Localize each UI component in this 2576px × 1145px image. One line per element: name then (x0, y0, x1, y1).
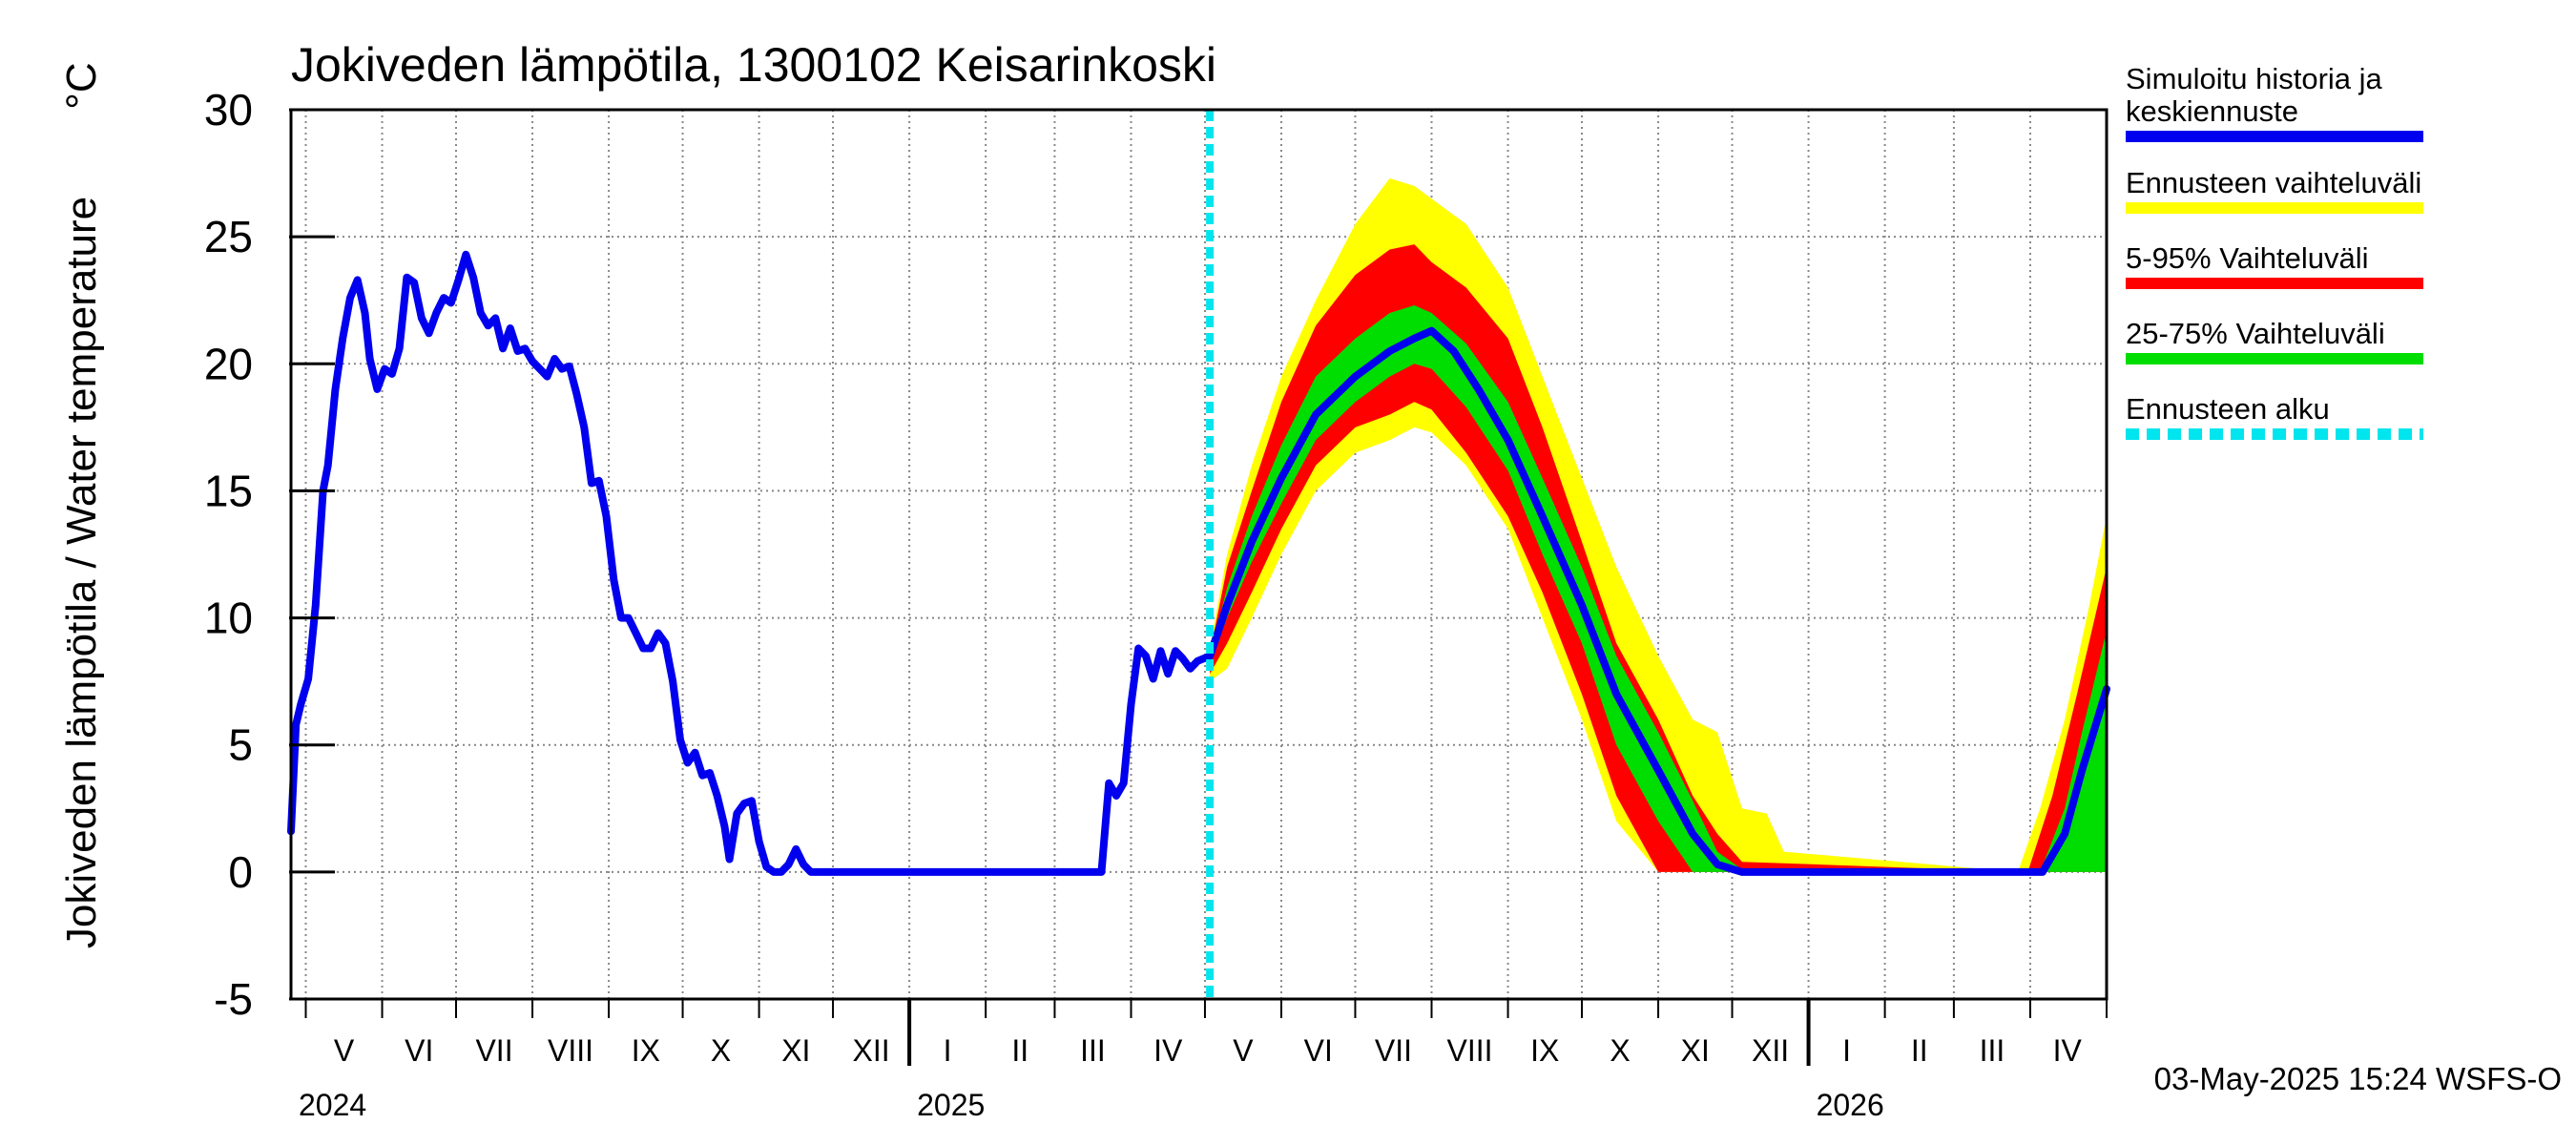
y-axis-label: Jokiveden lämpötila / Water temperature (58, 197, 105, 948)
y-tick-label: 5 (228, 720, 253, 770)
month-label: I (944, 1033, 952, 1068)
month-label: XII (1752, 1033, 1789, 1068)
plot-frame (289, 108, 2109, 1001)
y-tick-label: 0 (228, 847, 253, 897)
month-label: VIII (1447, 1033, 1493, 1068)
band-layer (1210, 177, 2107, 872)
y-tick-label: 25 (204, 212, 253, 261)
month-label: II (1911, 1033, 1928, 1068)
y-tick-label: -5 (214, 974, 253, 1024)
legend-label: 25-75% Vaihteluväli (2126, 317, 2385, 350)
month-label: III (1080, 1033, 1106, 1068)
series-line-history (287, 250, 2110, 876)
year-label: 2026 (1817, 1088, 1884, 1122)
month-label: VI (1304, 1033, 1333, 1068)
band-p5_95 (1210, 244, 2107, 872)
legend-label: keskiennuste (2126, 94, 2298, 128)
month-label: III (1980, 1033, 2005, 1068)
month-label: X (711, 1033, 731, 1068)
series-layer (287, 110, 2110, 999)
chart-title: Jokiveden lämpötila, 1300102 Keisarinkos… (291, 38, 1216, 92)
month-label: VI (405, 1033, 433, 1068)
legend-label: Ennusteen alku (2126, 392, 2330, 426)
month-label: IV (2053, 1033, 2083, 1068)
month-label: I (1842, 1033, 1851, 1068)
month-label: VIII (548, 1033, 593, 1068)
month-label: IV (1153, 1033, 1183, 1068)
month-label: IX (632, 1033, 660, 1068)
y-tick-label: 15 (204, 466, 253, 515)
month-label: II (1011, 1033, 1028, 1068)
month-label: VII (1375, 1033, 1412, 1068)
month-label: VII (475, 1033, 512, 1068)
y-tick-label: 30 (204, 85, 253, 135)
month-label: V (1233, 1033, 1254, 1068)
month-label: V (334, 1033, 355, 1068)
footer-timestamp: 03-May-2025 15:24 WSFS-O (2154, 1061, 2562, 1096)
y-axis-unit: °C (58, 62, 105, 109)
legend-label: Ennusteen vaihteluväli (2126, 166, 2421, 199)
year-label: 2025 (917, 1088, 985, 1122)
month-label: XI (781, 1033, 810, 1068)
y-tick-label: 20 (204, 339, 253, 388)
month-label: X (1610, 1033, 1630, 1068)
month-label: XII (853, 1033, 890, 1068)
month-label: XI (1681, 1033, 1710, 1068)
band-p25_75 (1210, 305, 2107, 872)
month-label: IX (1530, 1033, 1559, 1068)
year-label: 2024 (299, 1088, 366, 1122)
legend-label: 5-95% Vaihteluväli (2126, 241, 2368, 275)
legend-label: Simuloitu historia ja (2126, 62, 2383, 95)
y-tick-label: 10 (204, 593, 253, 643)
